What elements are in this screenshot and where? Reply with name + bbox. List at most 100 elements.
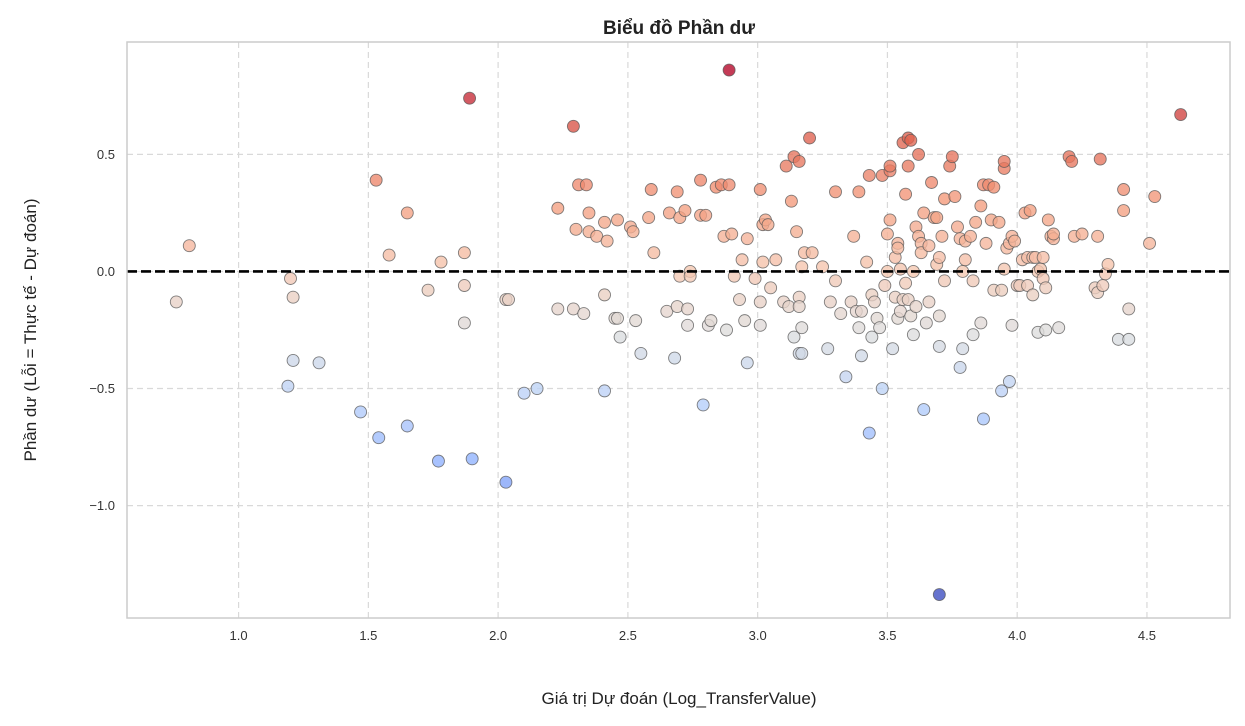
scatter-point bbox=[1026, 288, 1040, 302]
scatter-point bbox=[974, 316, 988, 330]
scatter-point bbox=[1122, 332, 1136, 346]
scatter-point bbox=[598, 288, 611, 302]
scatter-point bbox=[722, 63, 736, 77]
x-tick-label: 1.5 bbox=[359, 628, 377, 643]
scatter-point bbox=[600, 234, 614, 248]
plot-frame bbox=[126, 41, 1231, 619]
scatter-point bbox=[465, 452, 479, 466]
scatter-point bbox=[1075, 227, 1089, 241]
scatter-point bbox=[281, 379, 295, 393]
scatter-point bbox=[974, 199, 988, 213]
y-tick-label: −1.0 bbox=[89, 498, 115, 513]
x-tick-label: 3.5 bbox=[878, 628, 896, 643]
scatter-point bbox=[1093, 152, 1107, 166]
scatter-point bbox=[517, 386, 531, 400]
scatter-point bbox=[1148, 190, 1162, 203]
scatter-point bbox=[286, 353, 300, 367]
scatter-point bbox=[1002, 375, 1016, 388]
scatter-point bbox=[930, 211, 944, 225]
scatter-point bbox=[904, 133, 918, 147]
scatter-point bbox=[1101, 257, 1115, 271]
scatter-point bbox=[182, 239, 196, 253]
scatter-point bbox=[566, 119, 580, 133]
scatter-point bbox=[893, 262, 907, 276]
scatter-point bbox=[834, 307, 848, 321]
scatter-point bbox=[951, 220, 964, 234]
y-axis-label: Phần dư (Lỗi = Thực tế - Dự đoán) bbox=[21, 199, 40, 462]
scatter-point bbox=[704, 314, 718, 328]
scatter-point bbox=[935, 229, 949, 243]
scatter-point bbox=[1036, 250, 1050, 264]
scatter-point bbox=[753, 295, 767, 309]
x-tick-label: 4.5 bbox=[1138, 628, 1156, 643]
y-tick-labels: −1.0 −0.5 0.0 0.5 bbox=[89, 147, 115, 513]
scatter-point bbox=[1143, 236, 1156, 250]
scatter-point bbox=[852, 185, 866, 199]
x-tick-label: 1.0 bbox=[230, 628, 248, 643]
scatter-point bbox=[354, 405, 368, 419]
scatter-point bbox=[855, 349, 868, 363]
scatter-point bbox=[995, 384, 1009, 398]
scatter-point bbox=[787, 330, 801, 344]
scatter-point bbox=[878, 279, 892, 292]
scatter-point bbox=[696, 398, 710, 412]
scatter-point bbox=[1039, 281, 1053, 295]
scatter-point bbox=[1096, 279, 1110, 292]
scatter-point bbox=[979, 236, 993, 250]
scatter-point bbox=[932, 339, 946, 353]
scatter-point bbox=[740, 232, 754, 246]
scatter-point bbox=[1008, 234, 1022, 248]
scatter-point bbox=[382, 248, 396, 262]
scatter-point bbox=[966, 328, 980, 342]
scatter-point bbox=[938, 192, 951, 206]
scatter-point bbox=[948, 190, 962, 203]
scatter-point bbox=[847, 229, 861, 243]
scatter-point bbox=[579, 178, 593, 192]
scatter-point bbox=[626, 225, 640, 239]
scatter-point bbox=[987, 180, 1001, 194]
scatter-point bbox=[912, 147, 926, 161]
scatter-point bbox=[932, 250, 946, 264]
scatter-point bbox=[431, 454, 445, 468]
scatter-point bbox=[821, 342, 835, 356]
scatter-point bbox=[761, 218, 775, 232]
scatter-point bbox=[735, 253, 749, 267]
scatter-point bbox=[932, 588, 946, 602]
scatter-point bbox=[917, 403, 931, 417]
scatter-point bbox=[792, 300, 806, 314]
scatter-point bbox=[883, 213, 897, 227]
scatter-point bbox=[284, 272, 297, 285]
scatter-point bbox=[611, 213, 624, 227]
scatter-point bbox=[748, 272, 762, 285]
chart-title: Biểu đồ Phần dư bbox=[603, 18, 755, 39]
scatter-point bbox=[372, 431, 386, 445]
scatter-point bbox=[733, 293, 746, 307]
scatter-point bbox=[457, 316, 471, 330]
scatter-point bbox=[312, 356, 326, 370]
scatter-point bbox=[883, 159, 897, 173]
scatter-point bbox=[953, 361, 967, 374]
scatter-point bbox=[919, 316, 933, 330]
scatter-point bbox=[569, 222, 583, 236]
scatter-point bbox=[668, 351, 682, 365]
scatter-point bbox=[769, 253, 783, 267]
scatter-point bbox=[634, 346, 648, 360]
scatter-point bbox=[839, 370, 853, 384]
scatter-point bbox=[678, 204, 692, 218]
scatter-point bbox=[899, 187, 913, 201]
x-axis-label: Giá trị Dự đoán (Log_TransferValue) bbox=[541, 689, 816, 708]
scatter-point bbox=[670, 185, 684, 199]
scatter-point bbox=[683, 269, 697, 283]
scatter-point bbox=[598, 215, 611, 229]
scatter-point bbox=[909, 300, 923, 314]
x-tick-labels: 1.0 1.5 2.0 2.5 3.0 3.5 4.0 4.5 bbox=[230, 628, 1156, 643]
scatter-point bbox=[727, 269, 741, 283]
scatter-point bbox=[647, 246, 661, 260]
scatter-point bbox=[964, 229, 977, 243]
scatter-point bbox=[756, 255, 770, 269]
scatter-point bbox=[642, 211, 656, 225]
scatter-point bbox=[400, 206, 414, 220]
x-tick-label: 4.0 bbox=[1008, 628, 1026, 643]
scatter-point bbox=[369, 173, 383, 187]
